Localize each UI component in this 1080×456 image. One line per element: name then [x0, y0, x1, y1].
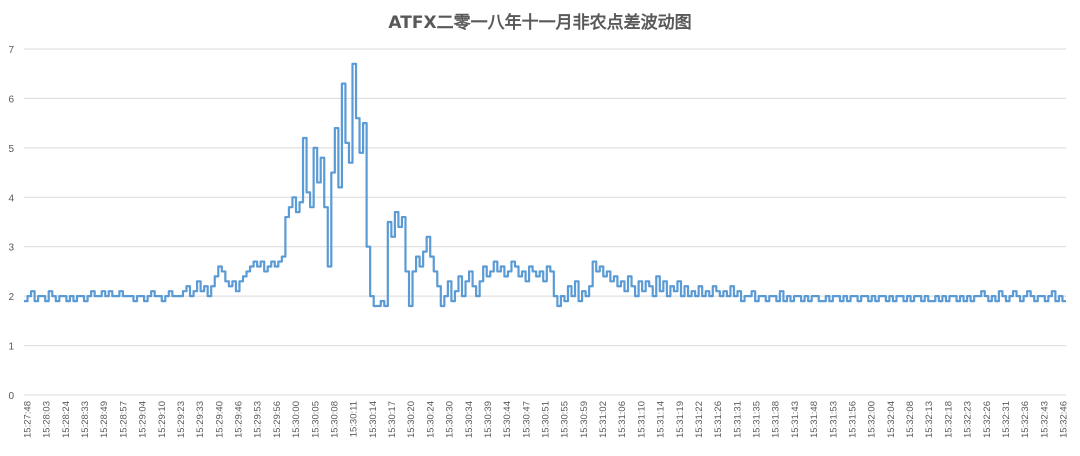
x-tick-label: 15:28:03: [42, 401, 53, 438]
x-tick-label: 15:29:04: [138, 401, 149, 438]
x-tick-label: 15:31:14: [656, 401, 667, 438]
x-tick-label: 15:32:43: [1039, 401, 1050, 438]
y-tick-label: 5: [8, 144, 14, 155]
gridlines: [24, 48, 1066, 396]
x-tick-label: 15:29:23: [176, 401, 187, 438]
x-tick-label: 15:28:57: [118, 401, 129, 438]
x-tick-label: 15:30:05: [310, 401, 321, 438]
x-tick-label: 15:32:13: [924, 401, 935, 438]
series-layer: [24, 62, 1066, 308]
x-tick-label: 15:28:24: [61, 401, 72, 438]
x-tick-label: 15:30:47: [521, 401, 532, 438]
x-tick-label: 15:31:48: [809, 401, 820, 438]
x-tick-label: 15:31:10: [636, 401, 647, 438]
x-tick-label: 15:31:02: [598, 401, 609, 438]
x-tick-label: 15:31:43: [790, 401, 801, 438]
y-tick-label: 0: [8, 391, 14, 402]
x-tick-label: 15:30:39: [483, 401, 494, 438]
y-tick-label: 6: [8, 94, 14, 105]
x-tick-label: 15:30:34: [464, 401, 475, 438]
x-tick-label: 15:32:26: [982, 401, 993, 438]
x-tick-label: 15:29:33: [195, 401, 206, 438]
y-tick-label: 3: [8, 243, 14, 254]
chart-title: ATFX二零一八年十一月非农点差波动图: [388, 13, 692, 33]
x-tick-label: 15:32:31: [1001, 401, 1012, 438]
x-tick-label: 15:30:51: [541, 401, 552, 438]
x-tick-label: 15:30:00: [291, 401, 302, 438]
x-tick-label: 15:32:00: [867, 401, 878, 438]
x-tick-label: 15:30:59: [579, 401, 590, 438]
x-tick-label: 15:32:08: [905, 401, 916, 438]
x-tick-label: 15:29:10: [157, 401, 168, 438]
x-tick-label: 15:31:22: [694, 401, 705, 438]
x-tick-label: 15:32:36: [1020, 401, 1031, 438]
x-axis-ticks: 15:27:48 15:28:03 15:28:24 15:28:33 15:28:49…: [23, 401, 1070, 438]
x-tick-label: 15:30:20: [406, 401, 417, 438]
x-tick-label: 15:31:56: [847, 401, 858, 438]
y-tick-label: 4: [8, 193, 14, 204]
x-tick-label: 15:31:31: [732, 401, 743, 438]
y-tick-label: 7: [8, 45, 14, 56]
x-tick-label: 15:31:53: [828, 401, 839, 438]
x-tick-label: 15:31:35: [752, 401, 763, 438]
x-tick-label: 15:30:30: [445, 401, 456, 438]
x-tick-label: 15:29:56: [272, 401, 283, 438]
x-tick-label: 15:32:23: [963, 401, 974, 438]
x-tick-label: 15:31:06: [617, 401, 628, 438]
y-tick-label: 2: [8, 292, 14, 303]
x-tick-label: 15:29:46: [234, 401, 245, 438]
x-tick-label: 15:30:08: [329, 401, 340, 438]
x-tick-label: 15:30:44: [502, 401, 513, 438]
x-tick-label: 15:32:18: [943, 401, 954, 438]
series-line: [24, 62, 1066, 308]
x-tick-label: 15:27:48: [23, 401, 34, 438]
x-tick-label: 15:31:19: [675, 401, 686, 438]
x-tick-label: 15:32:04: [886, 401, 897, 438]
x-tick-label: 15:30:11: [349, 401, 360, 437]
x-tick-label: 15:31:38: [771, 401, 782, 438]
x-tick-label: 15:30:55: [560, 401, 571, 438]
x-tick-label: 15:30:17: [387, 401, 398, 438]
y-axis-ticks: 0 1 2 3 4 5 6 7: [8, 45, 14, 402]
x-tick-label: 15:29:53: [253, 401, 264, 438]
x-tick-label: 15:30:14: [368, 401, 379, 438]
x-tick-label: 15:29:40: [214, 401, 225, 438]
x-tick-label: 15:32:46: [1059, 401, 1070, 438]
x-tick-label: 15:28:49: [99, 401, 110, 438]
y-tick-label: 1: [8, 342, 14, 353]
x-tick-label: 15:28:33: [80, 401, 91, 438]
x-tick-label: 15:30:24: [425, 401, 436, 438]
x-tick-label: 15:31:26: [713, 401, 724, 438]
